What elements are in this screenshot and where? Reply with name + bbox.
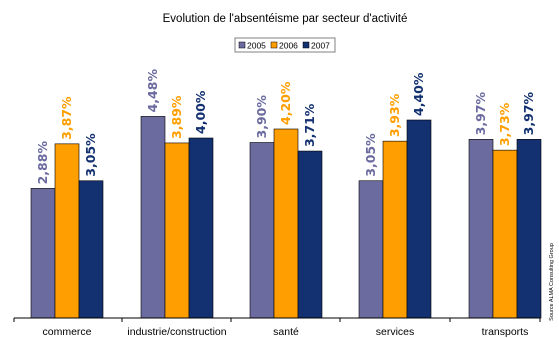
category-labels-group: commerce industrie/construction santé servi… (42, 326, 528, 338)
legend: 2005 2006 2007 (234, 37, 336, 53)
bar-industrie/construction-2006 (164, 142, 190, 319)
value-label-commerce-2005: 2,88% (35, 141, 50, 185)
value-label-industrie/construction-2007: 4,00% (193, 90, 208, 134)
bar-transports-2007 (516, 139, 542, 319)
bar-industrie/construction-2005 (140, 116, 166, 319)
value-label-santé-2006: 4,20% (278, 81, 293, 125)
value-label-transports-2005: 3,97% (473, 92, 488, 136)
bar-transports-2006 (492, 149, 518, 319)
value-labels-group: 2,88% 3,87% 3,05% 4,48% 3,89% 4,00% 3,90% 4,20%… (35, 69, 536, 185)
legend-label-2007: 2007 (311, 41, 330, 51)
category-label-4: transports (482, 326, 529, 338)
bar-santé-2005 (249, 142, 275, 319)
legend-label-2005: 2005 (247, 41, 266, 51)
value-label-industrie/construction-2006: 3,89% (169, 95, 184, 139)
bar-industrie/construction-2007 (188, 137, 214, 319)
value-label-santé-2007: 3,71% (302, 103, 317, 147)
bar-services-2005 (358, 180, 384, 319)
value-label-transports-2006: 3,73% (497, 102, 512, 146)
category-label-1: industrie/construction (127, 326, 226, 338)
legend-swatch-2007 (302, 41, 310, 49)
value-label-industrie/construction-2005: 4,48% (145, 69, 160, 113)
value-label-services-2006: 3,93% (387, 93, 402, 137)
chart-title: Evolution de l'absentéisme par secteur d… (163, 13, 408, 25)
bar-santé-2007 (297, 150, 323, 319)
legend-swatch-2006 (270, 41, 278, 49)
value-label-santé-2005: 3,90% (254, 95, 269, 139)
value-label-commerce-2006: 3,87% (59, 96, 74, 140)
bar-commerce-2005 (30, 188, 56, 319)
value-label-transports-2007: 3,97% (521, 92, 536, 136)
value-label-services-2007: 4,40% (411, 72, 426, 116)
bar-services-2007 (406, 119, 432, 319)
legend-swatch-2005 (238, 41, 246, 49)
category-label-2: santé (273, 326, 299, 338)
value-label-commerce-2007: 3,05% (83, 133, 98, 177)
bar-services-2006 (382, 140, 408, 319)
value-label-services-2005: 3,05% (363, 133, 378, 177)
legend-label-2006: 2006 (279, 41, 298, 51)
bar-commerce-2006 (54, 143, 80, 319)
category-label-3: services (376, 326, 415, 338)
legend-box (234, 37, 336, 53)
bar-transports-2005 (468, 139, 494, 319)
bar-santé-2006 (273, 128, 299, 319)
source-note: Source ALMA Consulting Group (549, 243, 555, 321)
bars-group (30, 116, 542, 319)
x-axis-ticks (13, 318, 541, 322)
category-label-0: commerce (42, 326, 91, 338)
bar-commerce-2007 (78, 180, 104, 319)
